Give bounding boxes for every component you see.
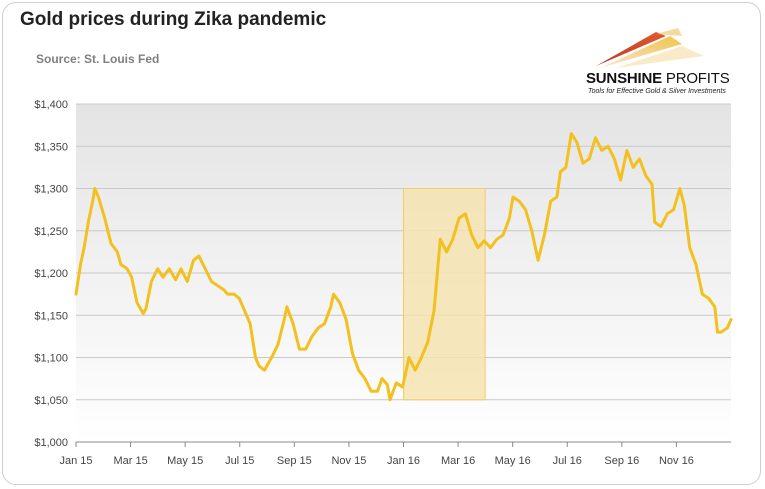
logo-wordmark: SUNSHINE PROFITS	[586, 70, 730, 87]
y-tick-label: $1,200	[34, 268, 68, 280]
x-tick-label: Nov 16	[659, 455, 694, 467]
logo-name-light: PROFITS	[665, 70, 730, 87]
chart-title: Gold prices during Zika pandemic	[20, 9, 327, 30]
gold-price-line	[74, 132, 733, 402]
x-tick-label: Jan 16	[387, 455, 420, 467]
x-tick-label: Jul 16	[553, 455, 582, 467]
y-tick-label: $1,000	[34, 437, 68, 449]
chart-source: Source: St. Louis Fed	[36, 52, 160, 66]
logo-name-bold: SUNSHINE	[586, 70, 662, 87]
x-tick-label: Mar 16	[441, 455, 475, 467]
x-tick-label: Sep 15	[277, 455, 312, 467]
x-tick-label: May 15	[167, 455, 203, 467]
x-tick-label: May 16	[495, 455, 531, 467]
x-tick-label: Nov 15	[331, 455, 366, 467]
y-tick-label: $1,050	[34, 395, 68, 407]
y-tick-label: $1,400	[34, 99, 68, 111]
y-axis: $1,000 $1,050 $1,100 $1,150 $1,200 $1,250 $1,3…	[34, 99, 68, 449]
x-tick-label: Jul 15	[225, 455, 254, 467]
y-tick-label: $1,250	[34, 226, 68, 238]
y-tick-label: $1,150	[34, 310, 68, 322]
x-tick-label: Sep 16	[604, 455, 639, 467]
logo-tagline: Tools for Effective Gold & Silver Invest…	[588, 88, 726, 95]
x-tick-label: Jan 15	[59, 455, 92, 467]
y-tick-label: $1,350	[34, 141, 68, 153]
logo-rays-icon	[596, 28, 704, 68]
y-tick-label: $1,300	[34, 184, 68, 196]
sunshine-profits-logo: SUNSHINE PROFITS Tools for Effective Gol…	[586, 22, 736, 102]
x-tick-label: Mar 15	[113, 455, 147, 467]
x-axis: Jan 15 Mar 15 May 15 Jul 15 Sep 15 Nov 15 Jan …	[59, 442, 694, 467]
y-tick-label: $1,100	[34, 353, 68, 365]
